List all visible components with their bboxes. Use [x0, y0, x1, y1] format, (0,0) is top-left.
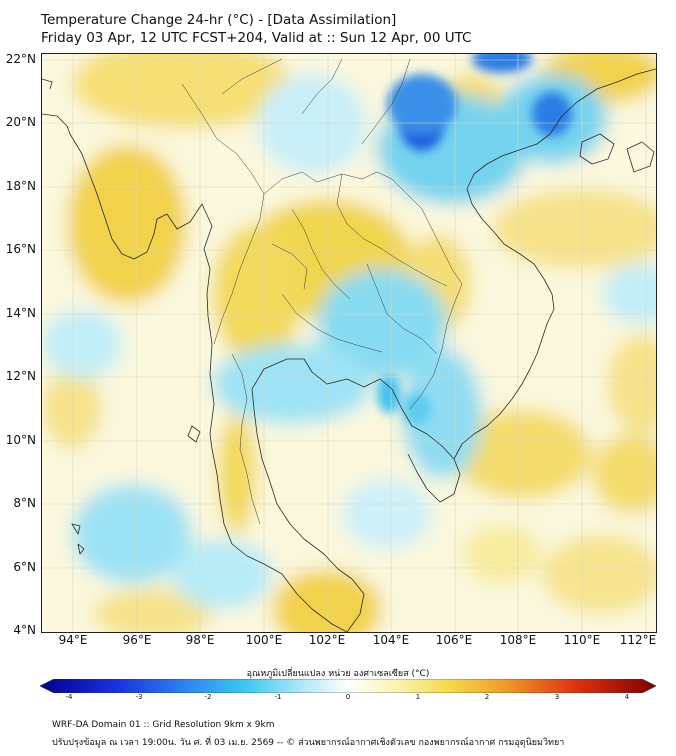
colorbar-tick: 2: [484, 693, 490, 701]
coastlines: [42, 68, 656, 632]
colorbar: [40, 679, 656, 693]
lat-label: 14°N: [5, 306, 36, 320]
colorbar-title: อุณหภูมิเปลี่ยนแปลง หน่วย องศาเซลเซียส (…: [246, 669, 430, 679]
chart-title: Temperature Change 24-hr (°C) - [Data As…: [41, 12, 397, 28]
temperature-change-map: [42, 54, 656, 632]
colorbar-tick: 4: [624, 693, 630, 701]
graticule: [42, 54, 656, 632]
chart-subtitle: Friday 03 Apr, 12 UTC FCST+204, Valid at…: [41, 30, 472, 46]
lat-label: 6°N: [13, 560, 36, 574]
lon-label: 112°E: [619, 633, 657, 647]
lat-label: 18°N: [5, 179, 36, 193]
lat-label: 12°N: [5, 369, 36, 383]
lon-label: 108°E: [499, 633, 537, 647]
colorbar-tick: 1: [415, 693, 421, 701]
anomaly-field: [42, 54, 656, 632]
lon-label: 94°E: [58, 633, 88, 647]
strong-cooling-cores: [377, 54, 572, 425]
lat-label: 4°N: [13, 623, 36, 637]
colorbar-tick: -4: [65, 693, 73, 701]
lon-label: 102°E: [308, 633, 346, 647]
lat-label: 16°N: [5, 242, 36, 256]
lat-label: 22°N: [5, 52, 36, 66]
colorbar-tick: 0: [345, 693, 351, 701]
colorbar-tick: -1: [274, 693, 282, 701]
lat-label: 8°N: [13, 496, 36, 510]
colorbar-tick: -3: [135, 693, 143, 701]
lat-label: 10°N: [5, 433, 36, 447]
colorbar-tick: -2: [204, 693, 212, 701]
footer-model-info: WRF-DA Domain 01 :: Grid Resolution 9km …: [52, 720, 275, 730]
lon-label: 98°E: [185, 633, 215, 647]
borders: [181, 58, 463, 525]
lon-label: 96°E: [122, 633, 152, 647]
lon-label: 110°E: [563, 633, 601, 647]
footer-credits: ปรับปรุงข้อมูล ณ เวลา 19:00น. วัน ศ. ที่…: [52, 738, 565, 748]
lon-label: 100°E: [245, 633, 283, 647]
lat-label: 20°N: [5, 115, 36, 129]
map-panel[interactable]: [41, 53, 657, 633]
lon-label: 106°E: [435, 633, 473, 647]
colorbar-tick: 3: [554, 693, 560, 701]
lon-label: 104°E: [372, 633, 410, 647]
